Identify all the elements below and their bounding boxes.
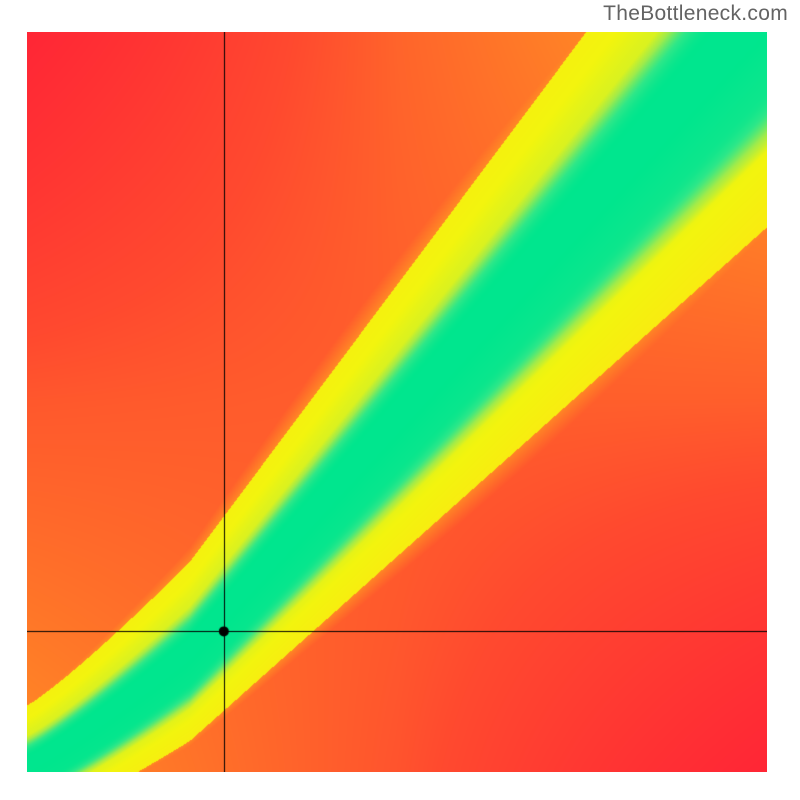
watermark-text: TheBottleneck.com	[603, 2, 788, 26]
heatmap-plot	[27, 32, 767, 772]
chart-container: TheBottleneck.com	[0, 0, 800, 800]
heatmap-canvas	[27, 32, 767, 772]
